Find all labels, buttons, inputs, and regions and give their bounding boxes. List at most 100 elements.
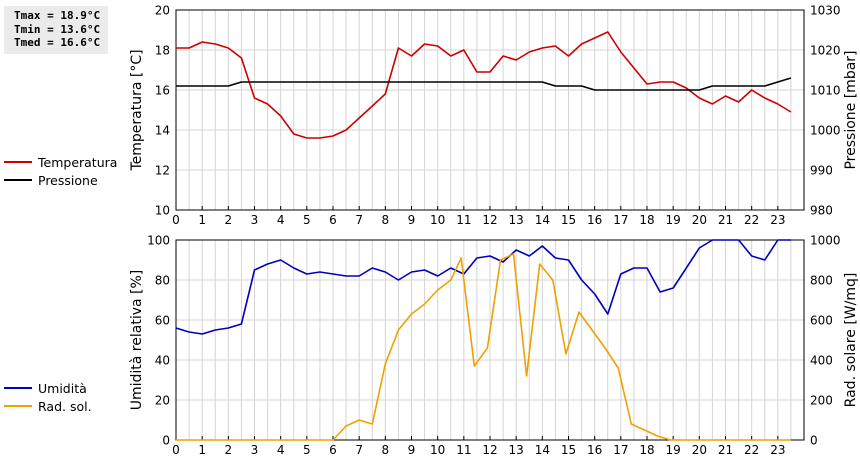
y-axis-title-right: Pressione [mbar] (843, 50, 859, 169)
y-tick-label-left: 100 (147, 234, 170, 248)
y-tick-label-left: 40 (155, 354, 170, 368)
x-tick-label: 14 (535, 213, 550, 227)
x-tick-label: 1 (198, 213, 206, 227)
y-tick-label-left: 60 (155, 314, 170, 328)
x-tick-label: 8 (382, 443, 390, 457)
y-tick-label-left: 80 (155, 274, 170, 288)
y-tick-label-right: 800 (810, 274, 833, 288)
x-tick-label: 9 (408, 213, 416, 227)
x-tick-label: 10 (430, 213, 445, 227)
x-tick-label: 8 (382, 213, 390, 227)
x-tick-label: 1 (198, 443, 206, 457)
x-tick-label: 7 (355, 443, 363, 457)
x-tick-label: 0 (172, 213, 180, 227)
x-tick-label: 3 (251, 443, 259, 457)
x-tick-label: 12 (482, 213, 497, 227)
x-tick-label: 21 (718, 213, 733, 227)
temperature-stats-box: Tmax = 18.9°C Tmin = 13.6°C Tmed = 16.6°… (4, 6, 108, 54)
legend-item-pressione: Pressione (4, 171, 117, 189)
x-tick-label: 3 (251, 213, 259, 227)
y-tick-label-right: 980 (810, 204, 833, 218)
x-tick-label: 10 (430, 443, 445, 457)
x-tick-label: 23 (770, 213, 785, 227)
legend-item-temperatura: Temperatura (4, 153, 117, 171)
x-tick-label: 21 (718, 443, 733, 457)
legend-item-rad-sol: Rad. sol. (4, 397, 92, 415)
x-tick-label: 16 (587, 443, 602, 457)
y-axis-title-left: Umidità relativa [%] (129, 270, 145, 411)
legend-swatch-umidita (4, 387, 32, 389)
x-tick-label: 11 (456, 213, 471, 227)
y-tick-label-right: 1000 (810, 124, 841, 138)
y-tick-label-right: 200 (810, 394, 833, 408)
legend-label-pressione: Pressione (38, 172, 98, 188)
tmax-label: Tmax = 18.9°C (14, 9, 101, 22)
x-tick-label: 15 (561, 443, 576, 457)
x-tick-label: 11 (456, 443, 471, 457)
y-tick-label-left: 20 (155, 4, 170, 18)
x-tick-label: 2 (225, 213, 233, 227)
series-line-rad-sol (176, 253, 791, 441)
y-tick-label-right: 0 (810, 434, 818, 448)
x-tick-label: 13 (509, 213, 524, 227)
x-tick-label: 20 (692, 213, 707, 227)
y-tick-label-left: 20 (155, 394, 170, 408)
legend-item-umidita: Umidità (4, 379, 92, 397)
y-tick-label-right: 600 (810, 314, 833, 328)
y-tick-label-right: 1020 (810, 44, 841, 58)
x-tick-label: 12 (482, 443, 497, 457)
x-tick-label: 17 (613, 443, 628, 457)
x-tick-label: 19 (666, 213, 681, 227)
x-tick-label: 0 (172, 443, 180, 457)
x-tick-label: 6 (329, 213, 337, 227)
series-line-umidit (176, 239, 791, 335)
legend-top: Temperatura Pressione (4, 153, 117, 189)
x-tick-label: 23 (770, 443, 785, 457)
x-tick-label: 20 (692, 443, 707, 457)
x-tick-label: 13 (509, 443, 524, 457)
series-line-temperatura (176, 31, 792, 139)
y-axis-title-right: Rad. solare [W/mq] (843, 273, 859, 408)
y-tick-label-left: 10 (155, 204, 170, 218)
y-tick-label-left: 12 (155, 164, 170, 178)
temperature-pressure-chart: 0 1 2 3 4 5 6 7 8 9 10 11 12 13 14 15 16 17 18 19 20 21 22 2310… (129, 4, 859, 228)
y-tick-label-right: 400 (810, 354, 833, 368)
tmed-label: Tmed = 16.6°C (14, 36, 101, 49)
legend-label-rad-sol: Rad. sol. (38, 398, 92, 414)
x-tick-label: 4 (277, 213, 285, 227)
legend-swatch-rad-sol (4, 405, 32, 407)
x-tick-label: 16 (587, 213, 602, 227)
x-tick-label: 6 (329, 443, 337, 457)
y-tick-label-right: 990 (810, 164, 833, 178)
legend-swatch-pressione (4, 179, 32, 181)
x-tick-label: 5 (303, 443, 311, 457)
humidity-radiation-chart: 0 1 2 3 4 5 6 7 8 9 10 11 12 13 14 15 16 17 18 19 20 21 22 2302… (129, 234, 859, 458)
y-tick-label-right: 1030 (810, 4, 841, 18)
x-tick-label: 22 (744, 213, 759, 227)
x-tick-label: 14 (535, 443, 550, 457)
x-tick-label: 15 (561, 213, 576, 227)
x-tick-label: 18 (639, 213, 654, 227)
legend-label-temperatura: Temperatura (38, 154, 118, 170)
y-tick-label-right: 1000 (810, 234, 841, 248)
x-tick-label: 17 (613, 213, 628, 227)
legend-bottom: Umidità Rad. sol. (4, 379, 92, 415)
y-tick-label-left: 0 (162, 434, 170, 448)
y-tick-label-left: 16 (155, 84, 170, 98)
x-tick-label: 4 (277, 443, 285, 457)
x-tick-label: 5 (303, 213, 311, 227)
tmin-label: Tmin = 13.6°C (14, 22, 101, 36)
y-axis-title-left: Temperatura [°C] (129, 49, 145, 171)
x-tick-label: 19 (666, 443, 681, 457)
legend-swatch-temperatura (4, 161, 32, 163)
y-tick-label-left: 18 (155, 44, 170, 58)
y-tick-label-right: 1010 (810, 84, 841, 98)
y-tick-label-left: 14 (155, 124, 170, 138)
legend-label-umidita: Umidità (38, 380, 87, 396)
x-tick-label: 7 (355, 213, 363, 227)
x-tick-label: 9 (408, 443, 416, 457)
series-line-pressione (176, 77, 792, 91)
x-tick-label: 22 (744, 443, 759, 457)
x-tick-label: 18 (639, 443, 654, 457)
